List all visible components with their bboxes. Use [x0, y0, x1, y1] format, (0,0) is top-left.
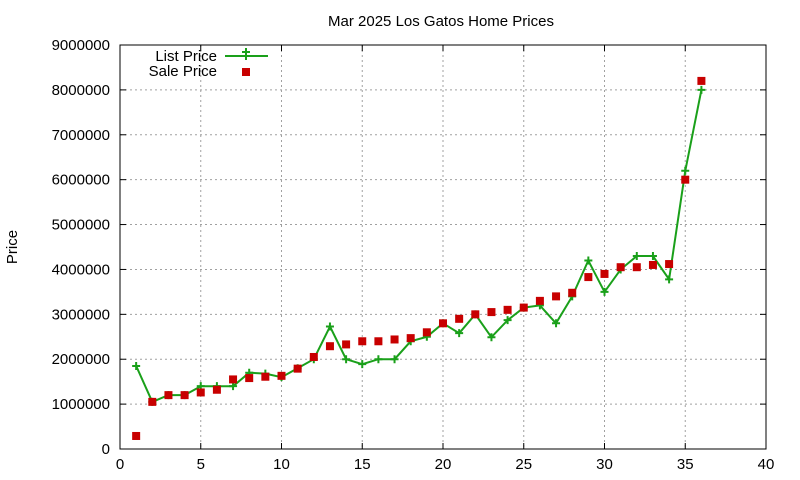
legend-label-list-price: List Price: [155, 48, 217, 65]
list-price-line: [135, 89, 703, 404]
sale-price-point: [681, 175, 690, 184]
sale-price-point: [535, 296, 544, 305]
sale-price-point: [616, 263, 625, 272]
legend-swatch-sale-price-marker: [242, 68, 250, 76]
legend: List Price Sale Price: [149, 48, 268, 80]
y-tick-label: 7000000: [52, 127, 110, 144]
y-tick-label: 0: [102, 441, 110, 458]
list-price-point: [374, 355, 383, 364]
series-list-price: [132, 85, 706, 406]
x-tick-label: 40: [758, 456, 775, 473]
sale-price-point: [665, 260, 674, 269]
y-tick-label: 3000000: [52, 306, 110, 323]
legend-label-sale-price: Sale Price: [149, 63, 217, 80]
y-tick-label: 5000000: [52, 217, 110, 234]
sale-price-point: [697, 76, 706, 85]
list-price-point: [325, 322, 334, 331]
list-price-point: [632, 251, 641, 260]
sale-price-point: [325, 342, 334, 351]
sale-price-point: [261, 372, 270, 381]
list-price-point: [229, 382, 238, 391]
sale-price-point: [212, 385, 221, 394]
series-sale-price: [132, 76, 706, 440]
sale-price-point: [132, 431, 141, 440]
y-tick-label: 9000000: [52, 37, 110, 54]
axis-ticks: [119, 44, 767, 450]
list-price-point: [552, 319, 561, 328]
y-tick-label: 1000000: [52, 396, 110, 413]
x-tick-label: 35: [677, 456, 694, 473]
list-price-point: [132, 361, 141, 370]
sale-price-point: [196, 388, 205, 397]
list-price-point: [665, 275, 674, 284]
sale-price-point: [180, 391, 189, 400]
sale-price-point: [374, 337, 383, 346]
y-axis-label: Price: [4, 230, 21, 264]
list-price-point: [342, 355, 351, 364]
sale-price-point: [164, 391, 173, 400]
x-tick-label: 10: [273, 456, 290, 473]
y-tick-label: 8000000: [52, 82, 110, 99]
x-tick-label: 25: [515, 456, 532, 473]
list-price-point: [455, 329, 464, 338]
sale-price-point: [406, 334, 415, 343]
x-tick-label: 0: [116, 456, 124, 473]
list-price-point: [503, 316, 512, 325]
sale-price-point: [648, 260, 657, 269]
y-tick-label: 6000000: [52, 172, 110, 189]
y-tick-label: 2000000: [52, 351, 110, 368]
y-tick-label: 4000000: [52, 261, 110, 278]
list-price-point: [600, 287, 609, 296]
list-price-point: [487, 333, 496, 342]
sale-price-point: [390, 335, 399, 344]
sale-price-point: [229, 375, 238, 384]
list-price-point: [390, 355, 399, 364]
list-price-point: [681, 166, 690, 175]
grid: [120, 45, 766, 449]
sale-price-point: [455, 314, 464, 323]
sale-price-point: [293, 364, 302, 373]
list-price-point: [584, 256, 593, 265]
legend-swatch-list-price-marker: [242, 48, 250, 60]
sale-price-point: [439, 319, 447, 328]
list-price-point: [648, 251, 657, 260]
sale-price-point: [309, 352, 318, 361]
sale-price-point: [552, 292, 561, 301]
sale-price-point: [487, 308, 496, 317]
sale-price-point: [358, 337, 367, 346]
x-tick-label: 15: [354, 456, 371, 473]
sale-price-point: [503, 305, 512, 314]
x-tick-label: 20: [435, 456, 452, 473]
y-tick-labels: 0 1000000 2000000 3000000 4000000 5000000 6000…: [52, 37, 110, 458]
list-price-point: [358, 360, 367, 369]
sale-price-point: [471, 310, 480, 319]
chart-title: Mar 2025 Los Gatos Home Prices: [328, 13, 554, 30]
sale-price-point: [568, 288, 577, 297]
sale-price-point: [277, 371, 286, 380]
sale-price-point: [148, 397, 157, 406]
sale-price-point: [245, 374, 254, 383]
sale-price-point: [342, 340, 351, 349]
sale-price-point: [584, 273, 593, 282]
x-tick-label: 5: [197, 456, 205, 473]
x-tick-labels: 0 5 10 15 20 25 30 35 40: [116, 456, 775, 473]
x-tick-label: 30: [596, 456, 613, 473]
sale-price-point: [632, 263, 641, 272]
sale-price-point: [519, 303, 528, 312]
list-price-point: [697, 85, 706, 94]
sale-price-point: [600, 269, 609, 278]
sale-price-point: [422, 328, 431, 337]
